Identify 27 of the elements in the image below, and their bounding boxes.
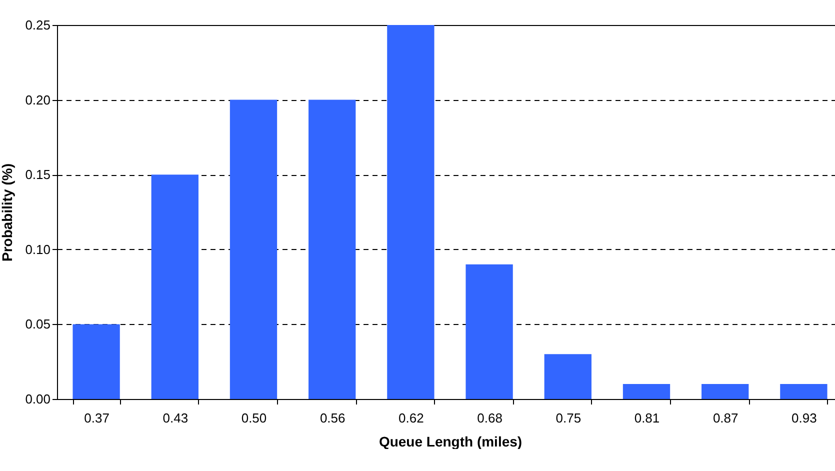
- bar: [780, 384, 828, 399]
- x-tick-label: 0.50: [241, 410, 267, 426]
- y-tick-label: 0.20: [25, 92, 50, 108]
- x-tick-label: 0.43: [162, 410, 188, 426]
- x-tick-label: 0.81: [634, 410, 660, 426]
- x-tick-label: 0.93: [792, 410, 817, 426]
- x-tick-label: 0.56: [320, 410, 346, 426]
- x-tick-label: 0.87: [712, 410, 738, 426]
- y-tick-label: 0.25: [25, 18, 50, 32]
- bar: [72, 324, 120, 399]
- bar: [466, 264, 513, 399]
- bar: [544, 354, 592, 399]
- x-tick-label: 0.68: [477, 410, 502, 426]
- bar: [230, 100, 278, 399]
- bar: [702, 384, 749, 399]
- x-tick-label: 0.75: [556, 410, 582, 426]
- x-tick-label: 0.62: [398, 410, 424, 426]
- x-tick-label: 0.37: [84, 410, 110, 426]
- bar: [308, 100, 356, 399]
- bar: [622, 384, 670, 399]
- y-tick-label: 0.00: [25, 392, 50, 406]
- y-tick-label: 0.05: [25, 316, 50, 332]
- y-tick-label: 0.10: [25, 242, 50, 257]
- y-tick-label: 0.15: [25, 167, 50, 182]
- y-axis-title: Probability (%): [0, 163, 16, 262]
- bar: [151, 174, 198, 399]
- bar: [387, 25, 434, 399]
